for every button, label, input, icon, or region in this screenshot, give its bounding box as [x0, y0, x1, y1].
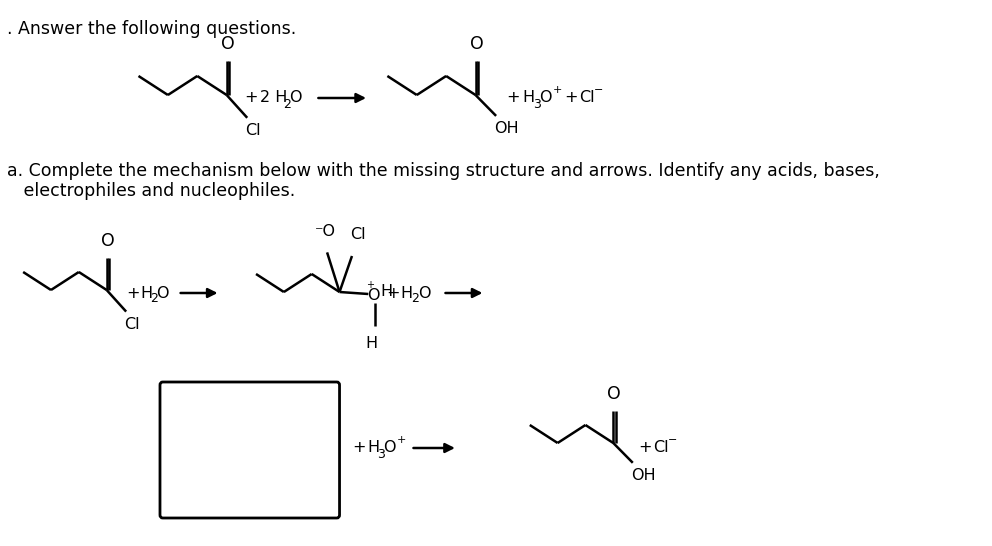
- Text: 3: 3: [377, 448, 385, 460]
- Text: O: O: [220, 35, 234, 53]
- Text: Cl: Cl: [124, 317, 140, 331]
- Text: OH: OH: [631, 468, 656, 483]
- Text: 2: 2: [283, 98, 291, 110]
- Text: O: O: [157, 286, 169, 300]
- Text: ⁻O: ⁻O: [314, 224, 336, 239]
- Text: 2 H: 2 H: [261, 91, 288, 105]
- Text: +: +: [397, 435, 406, 445]
- Text: +: +: [564, 91, 578, 105]
- Text: O: O: [418, 286, 431, 300]
- FancyBboxPatch shape: [160, 382, 339, 518]
- Text: H: H: [523, 91, 535, 105]
- Text: +: +: [244, 91, 258, 105]
- Text: H: H: [401, 286, 413, 300]
- Text: Cl: Cl: [579, 91, 595, 105]
- Text: Cl: Cl: [654, 441, 669, 455]
- Text: +: +: [366, 280, 374, 290]
- Text: O: O: [383, 441, 396, 455]
- Text: +: +: [638, 441, 652, 455]
- Text: +: +: [352, 441, 365, 455]
- Text: . Answer the following questions.: . Answer the following questions.: [7, 20, 297, 38]
- Text: O: O: [367, 288, 380, 302]
- Text: 3: 3: [534, 98, 542, 110]
- Text: H: H: [366, 336, 378, 352]
- Text: +: +: [387, 286, 400, 300]
- Text: O: O: [607, 384, 621, 402]
- Text: H: H: [367, 441, 379, 455]
- Text: electrophiles and nucleophiles.: electrophiles and nucleophiles.: [7, 182, 296, 200]
- Text: −: −: [668, 435, 677, 445]
- Text: O: O: [469, 35, 483, 53]
- Text: OH: OH: [494, 121, 519, 136]
- Text: a. Complete the mechanism below with the missing structure and arrows. Identify : a. Complete the mechanism below with the…: [7, 162, 880, 180]
- Text: 2: 2: [412, 293, 420, 306]
- Text: O: O: [100, 232, 114, 250]
- Text: +: +: [126, 286, 140, 300]
- Text: H: H: [141, 286, 153, 300]
- Text: H: H: [380, 284, 392, 300]
- Text: Cl: Cl: [350, 227, 366, 242]
- Text: Cl: Cl: [245, 123, 261, 138]
- Text: 2: 2: [150, 293, 158, 306]
- Text: O: O: [289, 91, 302, 105]
- Text: O: O: [540, 91, 552, 105]
- Text: +: +: [553, 85, 562, 95]
- Text: −: −: [594, 85, 603, 95]
- Text: +: +: [507, 91, 520, 105]
